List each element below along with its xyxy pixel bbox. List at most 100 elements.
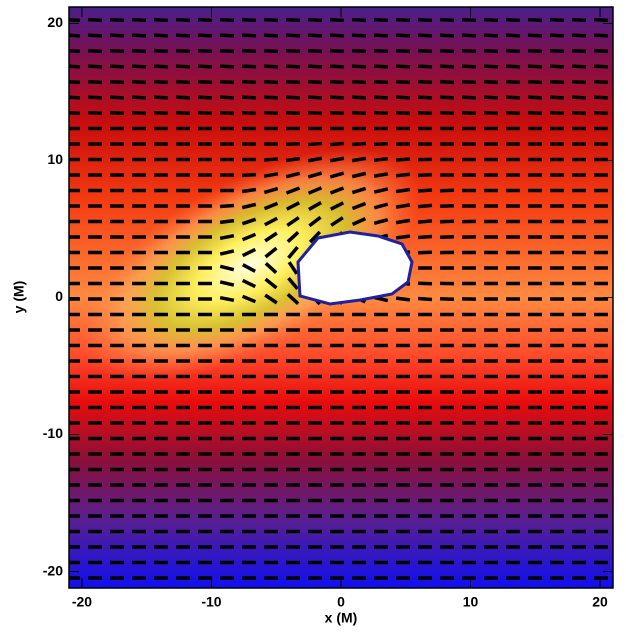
vector <box>506 82 520 83</box>
vector <box>242 189 256 191</box>
vector <box>550 113 564 114</box>
vector <box>352 51 366 52</box>
vector <box>154 113 168 114</box>
vector <box>88 35 102 36</box>
vector <box>396 66 410 67</box>
vector <box>418 283 432 284</box>
vector <box>374 66 388 67</box>
vector <box>242 35 256 36</box>
vector <box>528 113 542 114</box>
vector <box>132 113 146 114</box>
vector <box>132 82 146 83</box>
vector <box>308 158 322 161</box>
vector <box>594 51 608 52</box>
vector <box>198 66 212 67</box>
vector <box>396 113 410 114</box>
vector <box>528 51 542 52</box>
vector <box>396 159 410 160</box>
vector <box>374 51 388 52</box>
vector <box>286 159 300 161</box>
vector <box>286 20 300 21</box>
vector <box>308 51 322 52</box>
vector <box>440 97 454 98</box>
vector <box>220 221 234 223</box>
vector <box>198 20 212 21</box>
vector <box>286 144 300 145</box>
vector <box>484 66 498 67</box>
vector <box>220 97 234 98</box>
vector <box>462 82 476 83</box>
vector <box>176 97 190 98</box>
vector <box>176 82 190 83</box>
vector <box>308 20 322 21</box>
x-tick-label: 20 <box>592 594 608 610</box>
vector <box>198 51 212 52</box>
vector <box>242 20 256 21</box>
vector <box>484 35 498 36</box>
vector <box>176 51 190 52</box>
vector <box>132 51 146 52</box>
vector <box>132 66 146 67</box>
excised-region <box>298 232 412 304</box>
vector <box>484 51 498 52</box>
vector <box>418 236 432 237</box>
vector <box>462 35 476 36</box>
vector <box>396 82 410 83</box>
vector <box>484 113 498 114</box>
vector <box>374 113 388 114</box>
vector <box>418 298 432 299</box>
vector <box>242 66 256 67</box>
vector <box>506 97 520 98</box>
vector <box>242 51 256 52</box>
vector <box>242 82 256 83</box>
vector <box>550 51 564 52</box>
vector <box>352 113 366 114</box>
y-tick-label: 10 <box>47 151 63 167</box>
vector <box>396 174 410 176</box>
vector <box>374 82 388 83</box>
heatmap <box>42 7 613 588</box>
vector <box>594 20 608 21</box>
vector <box>396 220 410 222</box>
vector <box>418 66 432 67</box>
vector <box>308 97 322 98</box>
vector <box>88 51 102 52</box>
vector <box>264 159 278 160</box>
y-axis-label: y (M) <box>11 281 27 314</box>
vector <box>418 252 432 253</box>
vector <box>264 51 278 52</box>
vector <box>418 221 432 222</box>
vector <box>66 51 80 52</box>
vector <box>572 20 586 21</box>
vector <box>374 159 388 161</box>
vector <box>550 35 564 36</box>
vector <box>440 66 454 67</box>
vector <box>264 113 278 114</box>
y-tick-label: 20 <box>47 14 63 30</box>
vector <box>418 205 432 206</box>
y-tick-label: 0 <box>55 288 63 304</box>
vector <box>176 35 190 36</box>
vector <box>528 82 542 83</box>
vector <box>264 35 278 36</box>
vector <box>220 206 234 207</box>
vector <box>418 97 432 98</box>
vector <box>198 82 212 83</box>
vector <box>110 20 124 21</box>
vector <box>110 35 124 36</box>
vector <box>396 205 410 207</box>
vector <box>242 175 256 176</box>
y-tick-label: -20 <box>43 562 63 578</box>
vector <box>308 35 322 36</box>
vector <box>440 206 454 207</box>
x-axis-label: x (M) <box>325 610 358 626</box>
vector <box>286 66 300 67</box>
vector <box>572 51 586 52</box>
vector <box>506 20 520 21</box>
vector <box>286 51 300 52</box>
vector <box>374 35 388 36</box>
vector <box>418 35 432 36</box>
vector <box>374 97 388 98</box>
vector <box>66 20 80 21</box>
vector <box>66 97 80 98</box>
